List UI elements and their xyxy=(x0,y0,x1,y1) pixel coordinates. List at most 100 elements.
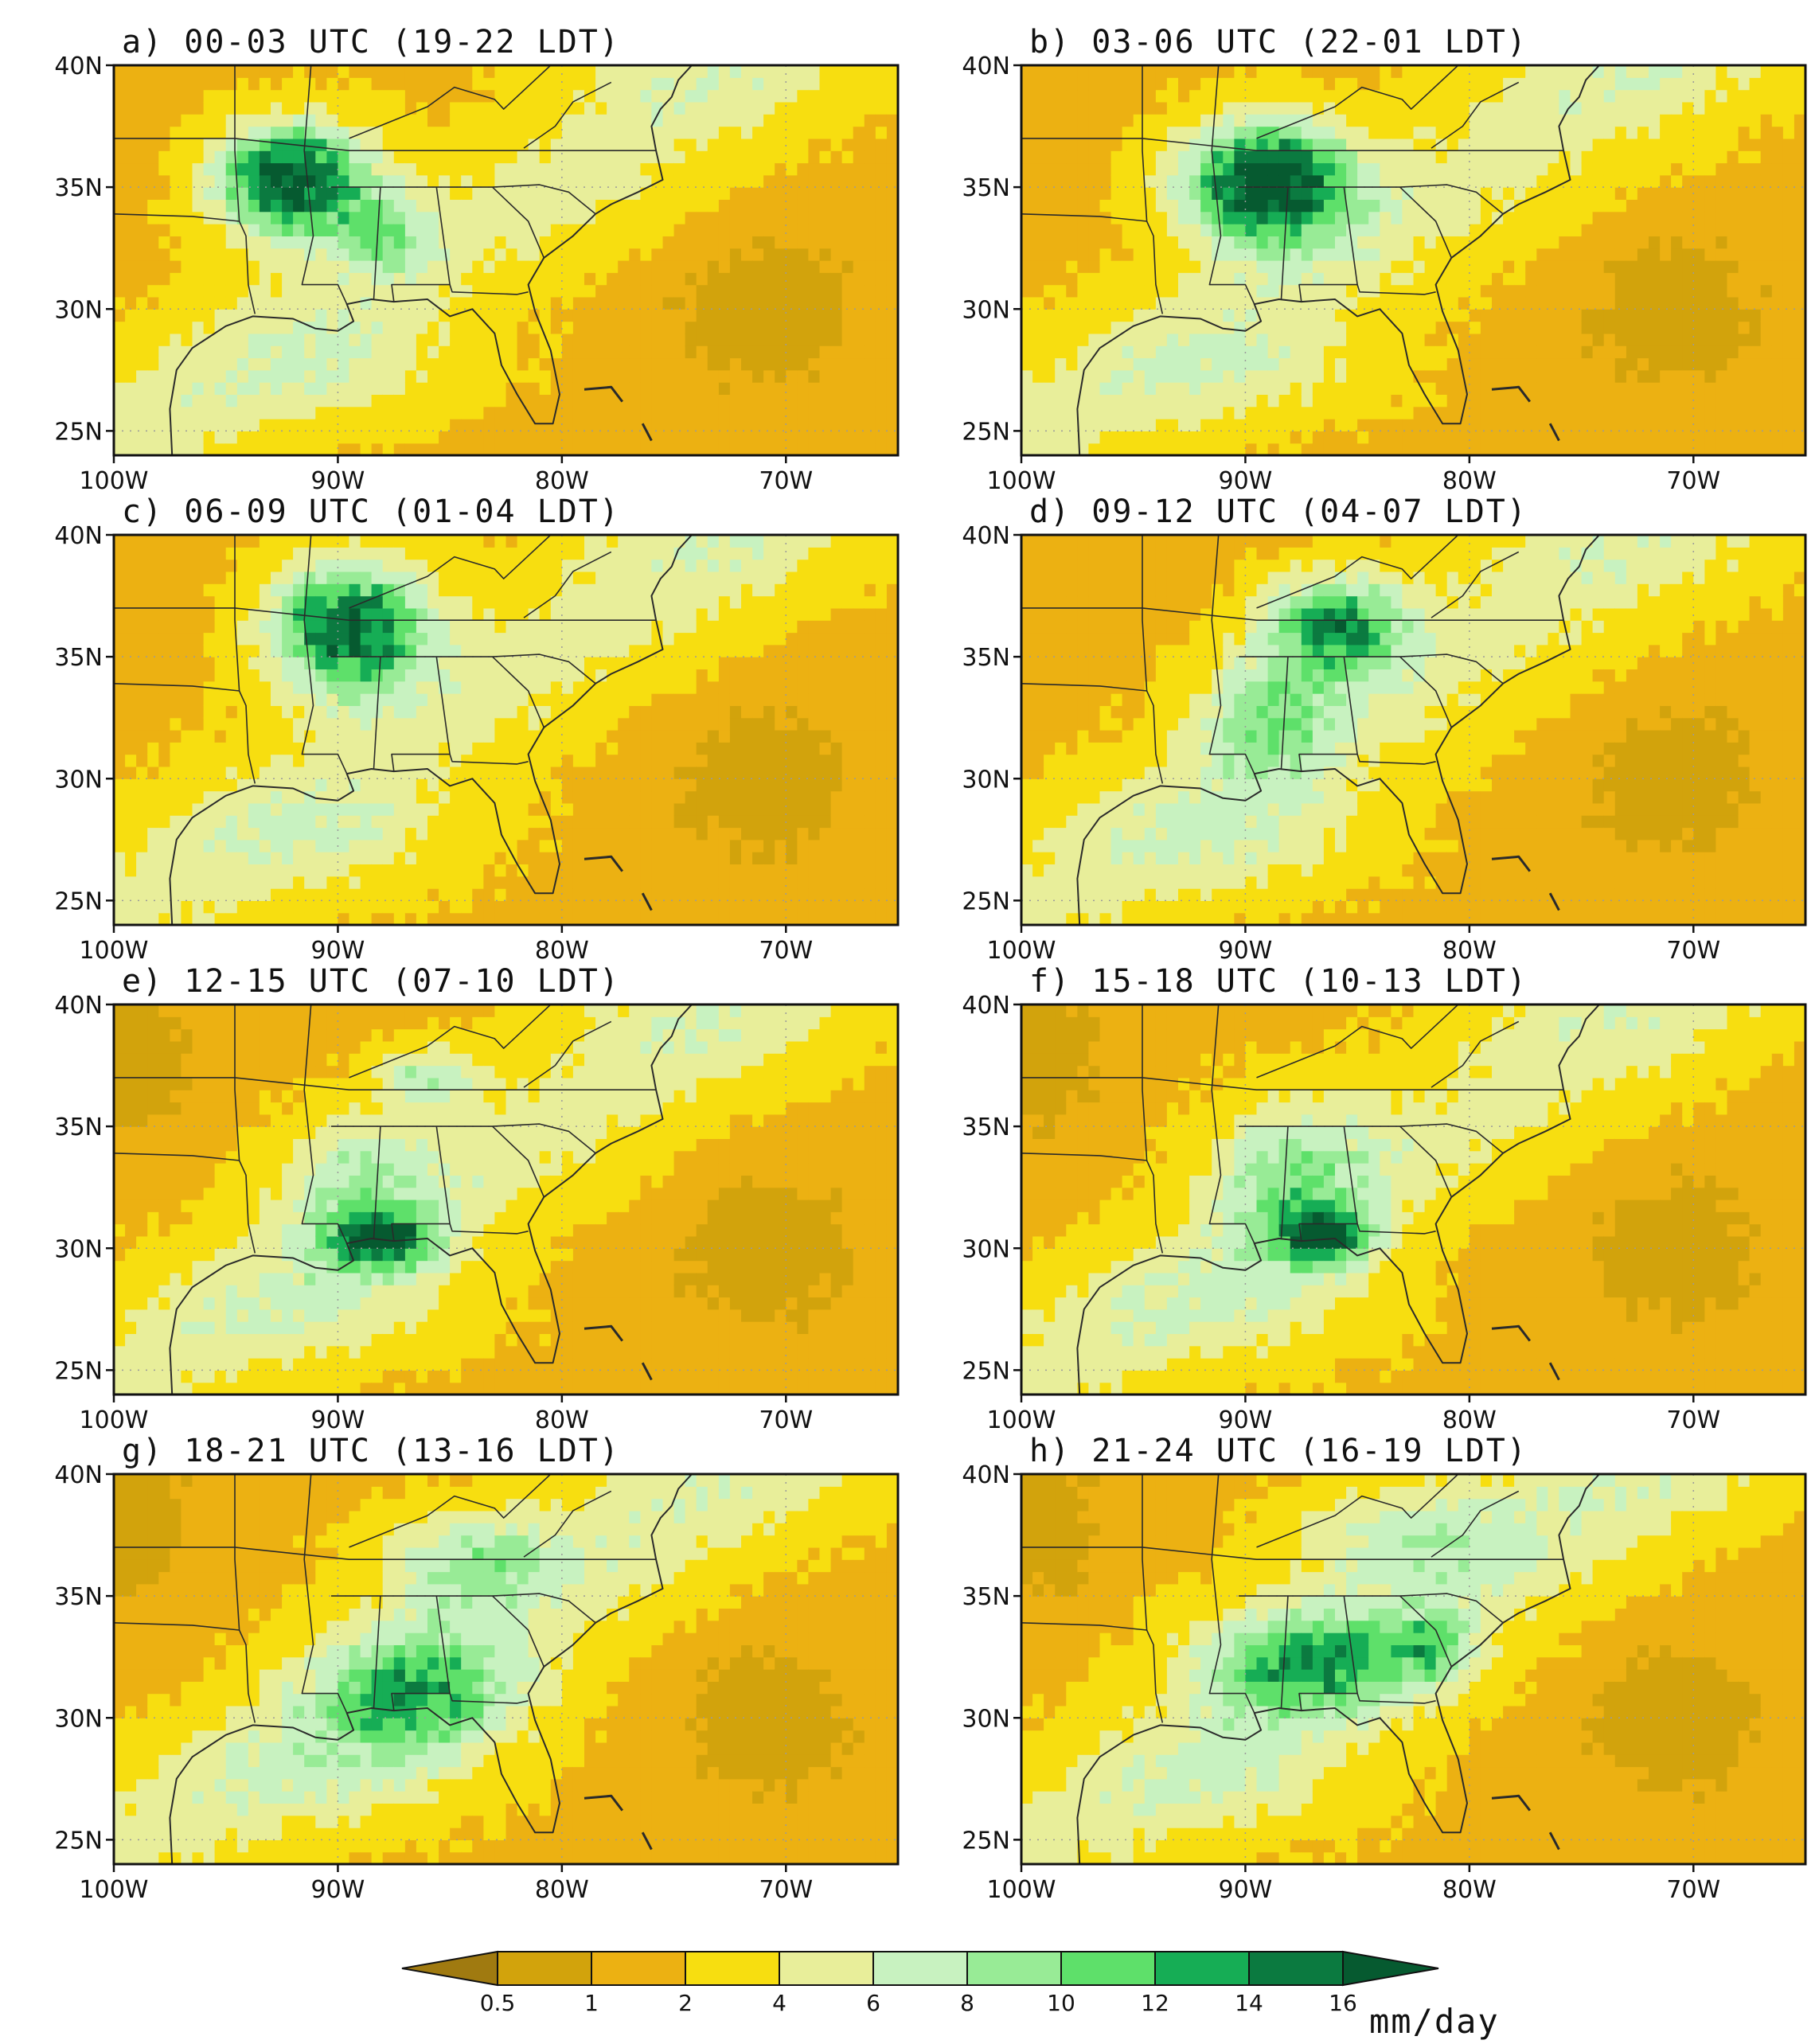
lat-tick-label: 40N xyxy=(54,1461,103,1489)
coastline-and-borders xyxy=(1021,65,1600,455)
lat-tick-label: 35N xyxy=(54,1114,103,1141)
colorbar-tick-label: 16 xyxy=(1329,1990,1357,2016)
lat-tick-label: 30N xyxy=(54,766,103,794)
colorbar-tick-label: 10 xyxy=(1047,1990,1075,2016)
lon-tick-label: 100W xyxy=(80,467,149,495)
lat-tick-label: 25N xyxy=(54,1827,103,1855)
lat-tick-label: 40N xyxy=(54,53,103,80)
gridlines xyxy=(1021,65,1805,455)
map-panel-a-graphic: 40N 35N 30N 25N 100W 90W 80W 70W xyxy=(54,53,900,495)
lon-tick-label: 90W xyxy=(1219,1406,1273,1434)
lat-tick-label: 30N xyxy=(54,1235,103,1263)
lat-tick-label: 30N xyxy=(54,296,103,324)
colorbar-tick-label: 12 xyxy=(1141,1990,1169,2016)
coastline-and-borders xyxy=(114,65,693,455)
map-panel-b: 40N 35N 30N 25N 100W 90W 80W 70W b) 03-06 UTC (2… xyxy=(908,0,1815,495)
map-panel-d-graphic: 40N 35N 30N 25N 100W 90W 80W 70W xyxy=(962,522,1807,965)
lat-tick-label: 30N xyxy=(962,1705,1010,1733)
colorbar-bin xyxy=(401,1950,498,1987)
colorbar-bin xyxy=(591,1951,686,1986)
coastline-and-borders xyxy=(114,1004,693,1395)
rainfall-field xyxy=(1021,65,1805,455)
colorbar-bin xyxy=(685,1951,780,1986)
lat-tick-label: 30N xyxy=(962,296,1010,324)
colorbar-tick-label: 1 xyxy=(584,1990,599,2016)
lon-tick-label: 80W xyxy=(535,937,589,965)
rainfall-field xyxy=(114,1004,898,1395)
lat-tick-label: 35N xyxy=(962,174,1010,202)
lat-tick-label: 35N xyxy=(962,644,1010,672)
map-panel-a: 40N 35N 30N 25N 100W 90W 80W 70W a) 00-03 UTC (1… xyxy=(0,0,908,495)
colorbar-bin xyxy=(1248,1951,1344,1986)
colorbar-bin xyxy=(1342,1950,1439,1987)
map-panel-f-graphic: 40N 35N 30N 25N 100W 90W 80W 70W xyxy=(962,992,1807,1434)
lat-tick-label: 35N xyxy=(54,174,103,202)
lat-tick-label: 30N xyxy=(54,1705,103,1733)
lon-tick-label: 70W xyxy=(1666,1876,1720,1904)
lat-tick-label: 35N xyxy=(54,1583,103,1611)
lon-tick-label: 70W xyxy=(759,1406,813,1434)
colorbar-bin xyxy=(1154,1951,1250,1986)
lat-tick-label: 40N xyxy=(54,992,103,1020)
lat-tick-label: 40N xyxy=(962,992,1010,1020)
lon-tick-label: 100W xyxy=(80,1406,149,1434)
gridlines xyxy=(114,65,898,455)
colorbar-bin xyxy=(966,1951,1062,1986)
rainfall-field xyxy=(114,1474,898,1864)
gridlines xyxy=(1021,1474,1805,1864)
lon-tick-label: 90W xyxy=(1219,467,1273,495)
colorbar-tick-label: 4 xyxy=(772,1990,786,2016)
map-panel-h-graphic: 40N 35N 30N 25N 100W 90W 80W 70W xyxy=(962,1461,1807,1904)
lon-tick-label: 100W xyxy=(987,1876,1056,1904)
colorbar-tick-label: 0.5 xyxy=(480,1990,516,2016)
coastline-and-borders xyxy=(1021,1474,1600,1864)
map-panel-f: 40N 35N 30N 25N 100W 90W 80W 70W f) 15-18 UTC (1… xyxy=(908,939,1815,1434)
map-panel-h: 40N 35N 30N 25N 100W 90W 80W 70W h) 21-24 UTC (1… xyxy=(908,1409,1815,1904)
lon-tick-label: 70W xyxy=(1666,1406,1720,1434)
panel-title: d) 09-12 UTC (04-07 LDT) xyxy=(1029,493,1528,530)
colorbar-bin xyxy=(497,1951,592,1986)
panel-title: f) 15-18 UTC (10-13 LDT) xyxy=(1029,963,1528,1000)
map-panel-e-graphic: 40N 35N 30N 25N 100W 90W 80W 70W xyxy=(54,992,900,1434)
lat-tick-label: 40N xyxy=(54,522,103,550)
colorbar-unit: mm/day xyxy=(1369,2002,1500,2041)
lon-tick-label: 70W xyxy=(1666,937,1720,965)
rainfall-field xyxy=(1021,535,1805,925)
rainfall-field xyxy=(114,535,898,925)
lon-tick-label: 80W xyxy=(1442,1406,1497,1434)
colorbar-graphic: 0.5 1 2 4 6 8 10 12 14 16 xyxy=(401,1950,1439,2016)
lon-tick-label: 70W xyxy=(759,937,813,965)
coastline-and-borders xyxy=(1021,535,1600,925)
lat-tick-label: 40N xyxy=(962,522,1010,550)
colorbar-bin xyxy=(1060,1951,1156,1986)
lat-tick-label: 35N xyxy=(962,1114,1010,1141)
gridlines xyxy=(114,535,898,925)
lon-tick-label: 70W xyxy=(759,1876,813,1904)
panel-title: c) 06-09 UTC (01-04 LDT) xyxy=(122,493,620,530)
colorbar-tick-label: 14 xyxy=(1235,1990,1263,2016)
lon-tick-label: 90W xyxy=(1219,937,1273,965)
lon-tick-label: 100W xyxy=(987,937,1056,965)
lon-tick-label: 80W xyxy=(1442,1876,1497,1904)
colorbar-bin xyxy=(872,1951,968,1986)
map-panel-e: 40N 35N 30N 25N 100W 90W 80W 70W e) 12-15 UTC (0… xyxy=(0,939,908,1434)
lon-tick-label: 90W xyxy=(1219,1876,1273,1904)
coastline-and-borders xyxy=(114,1474,693,1864)
lat-tick-label: 30N xyxy=(962,1235,1010,1263)
colorbar-bin xyxy=(779,1951,874,1986)
map-panel-d: 40N 35N 30N 25N 100W 90W 80W 70W d) 09-12 UTC (0… xyxy=(908,470,1815,965)
lat-tick-label: 25N xyxy=(962,887,1010,915)
lat-tick-label: 35N xyxy=(54,644,103,672)
lon-tick-label: 80W xyxy=(1442,467,1497,495)
lon-tick-label: 100W xyxy=(987,1406,1056,1434)
lon-tick-label: 80W xyxy=(1442,937,1497,965)
coastline-and-borders xyxy=(1021,1004,1600,1395)
map-panel-b-graphic: 40N 35N 30N 25N 100W 90W 80W 70W xyxy=(962,53,1807,495)
gridlines xyxy=(114,1004,898,1395)
lon-tick-label: 80W xyxy=(535,467,589,495)
gridlines xyxy=(114,1474,898,1864)
panel-title: h) 21-24 UTC (16-19 LDT) xyxy=(1029,1433,1528,1469)
lat-tick-label: 30N xyxy=(962,766,1010,794)
rainfall-field xyxy=(114,65,898,455)
lon-tick-label: 80W xyxy=(535,1406,589,1434)
